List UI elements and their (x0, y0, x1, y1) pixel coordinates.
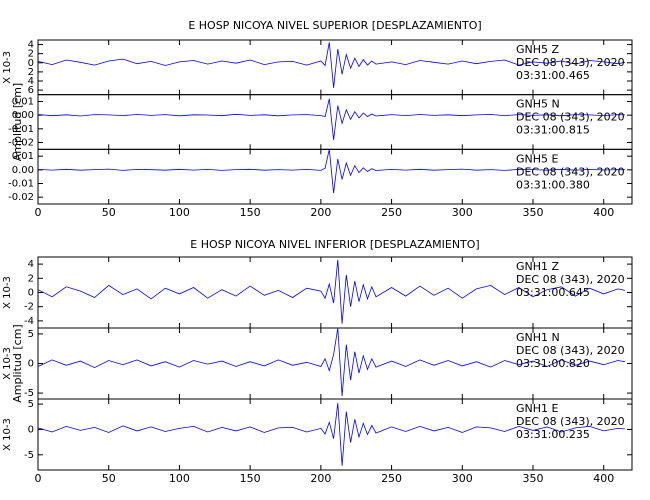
y-tick-label: 4 (28, 76, 34, 87)
y-axis-label: Amplitud [cm] (11, 324, 24, 402)
trace-annotation: DEC 08 (343), 2020 (516, 415, 625, 428)
x-tick-label: 50 (102, 206, 116, 219)
y-tick-label: 0 (28, 424, 34, 435)
x-tick-label: 200 (310, 206, 331, 219)
trace-annotation: 03:31:00.645 (516, 286, 590, 299)
chart-title: E HOSP NICOYA NIVEL SUPERIOR [DESPLAZAMI… (188, 19, 481, 32)
y-tick-label: 2 (28, 49, 34, 60)
x-tick-label: 250 (381, 472, 402, 485)
trace-annotation: GNH5 E (516, 152, 559, 165)
y-tick-label: 5 (28, 329, 34, 340)
x-tick-label: 300 (452, 206, 473, 219)
x-tick-label: 0 (35, 472, 42, 485)
y-tick-label: 0.01 (12, 97, 34, 108)
trace-annotation: DEC 08 (343), 2020 (516, 344, 625, 357)
y-tick-label: 0 (28, 58, 34, 69)
x-tick-label: 150 (240, 206, 261, 219)
chart-title: E HOSP NICOYA NIVEL INFERIOR [DESPLAZAMI… (190, 238, 479, 251)
x-tick-label: 200 (310, 472, 331, 485)
trace-annotation: 03:31:00.465 (516, 69, 590, 82)
y-tick-label: 5 (28, 399, 34, 410)
trace (37, 327, 625, 397)
scale-label: X 10-3 (2, 276, 13, 309)
y-tick-label: -5 (24, 450, 34, 461)
x-tick-label: 250 (381, 206, 402, 219)
trace-annotation: 03:31:00.815 (516, 124, 590, 137)
y-tick-label: -2 (24, 302, 34, 313)
y-tick-label: 2 (28, 67, 34, 78)
trace-annotation: DEC 08 (343), 2020 (516, 111, 625, 124)
trace-annotation: GNH1 N (516, 331, 560, 344)
trace-annotation: 03:31:00.235 (516, 428, 590, 441)
y-tick-label: -0.01 (8, 179, 34, 190)
scale-label: X 10-3 (2, 418, 13, 451)
trace-annotation: 03:31:00.820 (516, 357, 590, 370)
x-tick-label: 100 (169, 206, 190, 219)
y-tick-label: 0 (28, 359, 34, 370)
y-tick-label: 4 (28, 40, 34, 51)
y-axis-label: Amplitud [cm] (11, 83, 24, 161)
trace (37, 403, 625, 466)
x-tick-label: 400 (593, 206, 614, 219)
y-tick-label: 6 (28, 85, 34, 96)
trace-annotation: DEC 08 (343), 2020 (516, 56, 625, 69)
scale-label: X 10-3 (2, 347, 13, 380)
x-tick-label: 350 (523, 472, 544, 485)
y-tick-label: -4 (24, 316, 34, 327)
y-tick-label: 4 (28, 259, 34, 270)
x-tick-label: 50 (102, 472, 116, 485)
scale-label: X 10-3 (2, 51, 13, 84)
panel-frame (37, 398, 633, 471)
y-tick-label: 0 (28, 288, 34, 299)
x-tick-label: 350 (523, 206, 544, 219)
trace-annotation: 03:31:00.380 (516, 178, 590, 191)
y-tick-label: -0.02 (8, 192, 34, 203)
trace (37, 98, 625, 140)
trace-annotation: DEC 08 (343), 2020 (516, 165, 625, 178)
y-tick-label: -0.01 (8, 124, 34, 135)
x-tick-label: 400 (593, 472, 614, 485)
y-tick-label: 0.00 (12, 165, 34, 176)
trace (37, 259, 625, 324)
trace-annotation: DEC 08 (343), 2020 (516, 273, 625, 286)
trace-annotation: GNH1 E (516, 402, 559, 415)
y-tick-label: 0.00 (12, 110, 34, 121)
x-tick-label: 0 (35, 206, 42, 219)
trace-annotation: GNH1 Z (516, 260, 560, 273)
y-tick-label: -5 (24, 388, 34, 399)
trace-annotation: GNH5 Z (516, 43, 560, 56)
y-tick-label: -0.02 (8, 138, 34, 149)
trace-annotation: GNH5 N (516, 98, 560, 111)
trace (37, 149, 625, 194)
y-tick-label: 2 (28, 273, 34, 284)
y-tick-label: 0.01 (12, 151, 34, 162)
panel-frame (37, 148, 633, 205)
x-tick-label: 100 (169, 472, 190, 485)
x-tick-label: 300 (452, 472, 473, 485)
x-tick-label: 150 (240, 472, 261, 485)
trace (37, 42, 625, 88)
